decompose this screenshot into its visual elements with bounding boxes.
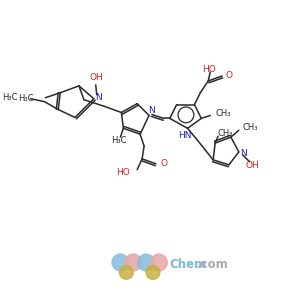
Text: O: O — [226, 70, 232, 80]
Circle shape — [151, 254, 167, 271]
Text: H₃C: H₃C — [18, 94, 34, 103]
Circle shape — [138, 254, 154, 271]
Circle shape — [112, 254, 129, 271]
Text: HN: HN — [178, 131, 191, 140]
Text: CH₃: CH₃ — [243, 123, 258, 132]
Text: CH₃: CH₃ — [215, 109, 231, 118]
Text: N: N — [240, 149, 247, 158]
Circle shape — [125, 254, 142, 271]
Text: .com: .com — [196, 258, 228, 271]
Text: N: N — [95, 93, 102, 102]
Text: HO: HO — [116, 168, 130, 177]
Text: H₃C: H₃C — [111, 136, 126, 145]
Text: N: N — [148, 106, 155, 115]
Circle shape — [119, 266, 133, 279]
Text: OH: OH — [246, 161, 260, 170]
Text: H₃C: H₃C — [2, 93, 18, 102]
Text: O: O — [160, 159, 167, 168]
Circle shape — [146, 266, 160, 279]
Text: HO: HO — [202, 64, 216, 74]
Text: Chem: Chem — [170, 258, 207, 271]
Text: OH: OH — [90, 74, 104, 82]
Text: CH₃: CH₃ — [217, 129, 232, 138]
